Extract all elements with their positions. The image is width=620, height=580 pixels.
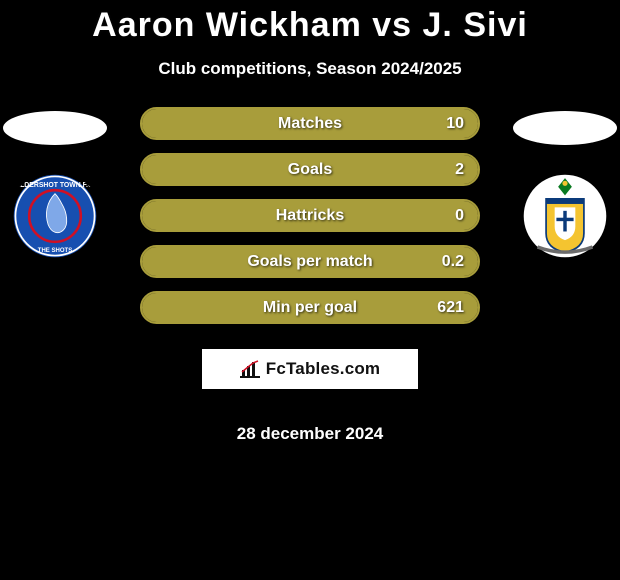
stat-value: 0 xyxy=(455,207,464,225)
stat-label: Hattricks xyxy=(160,207,460,225)
club-crest-icon xyxy=(517,173,613,259)
right-player-avatar xyxy=(513,111,617,145)
stat-label: Goals xyxy=(160,161,460,179)
svg-text:THE SHOTS: THE SHOTS xyxy=(38,248,72,254)
right-player-column xyxy=(510,107,620,259)
stat-value: 10 xyxy=(446,115,464,133)
stat-label: Matches xyxy=(160,115,460,133)
stat-value: 0.2 xyxy=(442,253,464,271)
branding-text: FcTables.com xyxy=(266,359,381,379)
stats-list: Matches10 Goals2 Hattricks0 Goals per match… xyxy=(140,107,480,324)
page-subtitle: Club competitions, Season 2024/2025 xyxy=(158,59,461,79)
svg-text:ALDERSHOT TOWN F.C.: ALDERSHOT TOWN F.C. xyxy=(15,182,95,189)
stat-value: 2 xyxy=(455,161,464,179)
stat-value: 621 xyxy=(437,299,464,317)
stats-column: Matches10 Goals2 Hattricks0 Goals per match… xyxy=(120,107,500,444)
stat-bar: Goals per match0.2 xyxy=(140,245,480,278)
page-title: Aaron Wickham vs J. Sivi xyxy=(92,6,528,45)
stat-bar: Hattricks0 xyxy=(140,199,480,232)
chart-icon xyxy=(240,360,260,378)
left-player-column: ALDERSHOT TOWN F.C. THE SHOTS xyxy=(0,107,110,259)
stat-label: Goals per match xyxy=(160,253,460,271)
sutton-united-badge xyxy=(517,173,613,259)
left-player-avatar xyxy=(3,111,107,145)
comparison-content: ALDERSHOT TOWN F.C. THE SHOTS Matches10 G… xyxy=(0,107,620,444)
stat-bar: Min per goal621 xyxy=(140,291,480,324)
aldershot-town-badge: ALDERSHOT TOWN F.C. THE SHOTS xyxy=(7,173,103,259)
stat-bar: Goals2 xyxy=(140,153,480,186)
stat-bar: Matches10 xyxy=(140,107,480,140)
fctables-branding[interactable]: FcTables.com xyxy=(202,349,418,389)
comparison-date: 28 december 2024 xyxy=(237,424,384,444)
stat-label: Min per goal xyxy=(160,299,460,317)
club-crest-icon: ALDERSHOT TOWN F.C. THE SHOTS xyxy=(7,173,103,259)
